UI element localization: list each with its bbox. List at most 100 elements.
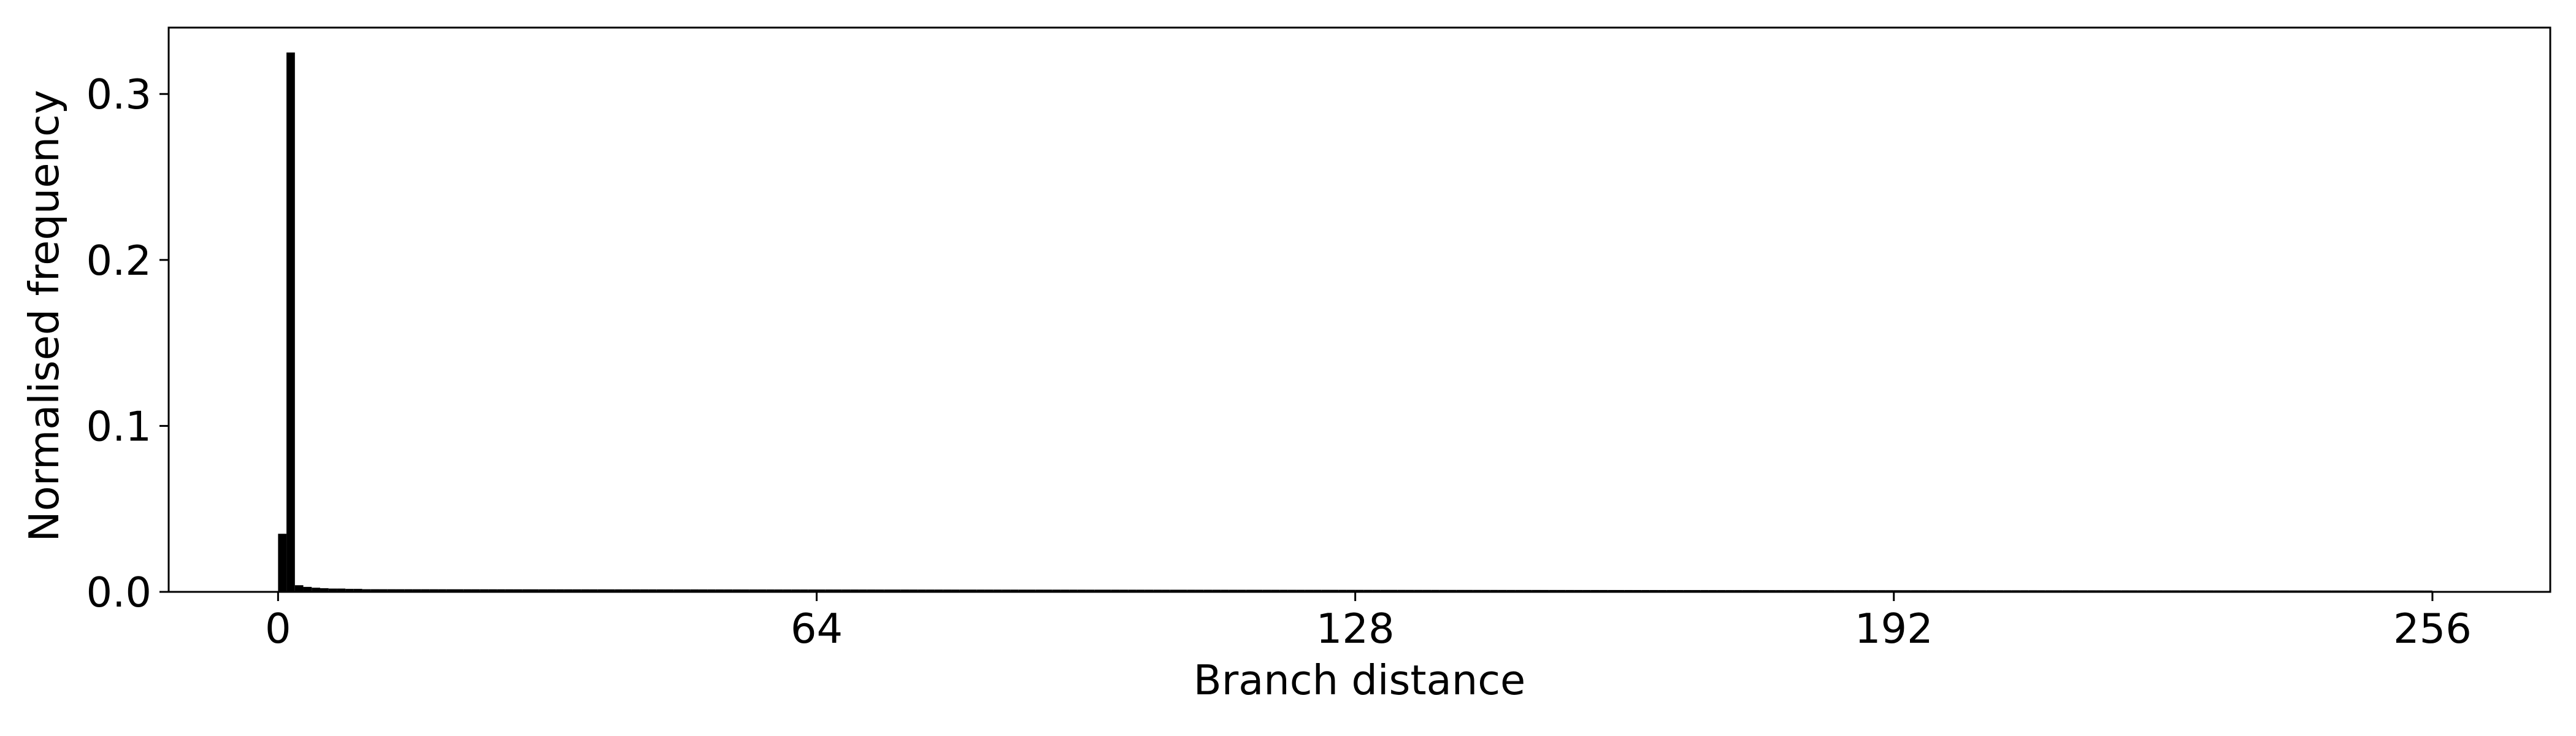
histogram-bar: [918, 589, 926, 592]
histogram-bar: [951, 589, 960, 592]
histogram-bar: [850, 589, 859, 592]
histogram-bar: [1380, 589, 1389, 592]
histogram-bar: [732, 589, 742, 592]
histogram-bar: [715, 589, 724, 592]
histogram-bar: [1111, 589, 1120, 592]
histogram-bar: [1431, 589, 1439, 592]
histogram-bar: [1178, 589, 1187, 592]
histogram-bar: [976, 589, 985, 592]
histogram-bar: [1389, 589, 1398, 592]
histogram-bar: [884, 589, 892, 592]
histogram-bar: [690, 589, 699, 592]
histogram-bar: [1355, 589, 1364, 592]
histogram-bar: [1229, 589, 1238, 592]
histogram-bar: [446, 589, 455, 592]
histogram-bar: [1515, 589, 1524, 592]
histogram-bar: [808, 589, 817, 592]
histogram-bar: [1103, 589, 1111, 592]
histogram-bar: [1254, 589, 1263, 592]
histogram-bar: [1557, 589, 1566, 592]
histogram-bar: [1203, 589, 1213, 592]
histogram-bar: [387, 589, 396, 592]
histogram-bar: [615, 589, 623, 592]
histogram-bar: [1456, 589, 1465, 592]
x-tick-label: 192: [1855, 605, 1933, 653]
histogram-bar: [1346, 589, 1355, 592]
histogram-bar: [1531, 589, 1541, 592]
histogram-bar: [1439, 589, 1448, 592]
histogram-bar: [1027, 589, 1036, 592]
histogram-bar: [597, 589, 607, 592]
histogram-bar: [1565, 589, 1574, 592]
histogram-bar: [909, 589, 918, 592]
histogram-bar: [875, 589, 884, 592]
histogram-bar: [1246, 589, 1254, 592]
histogram-bar: [1279, 589, 1288, 592]
histogram-bar: [1608, 589, 1616, 592]
histogram-bar: [294, 585, 304, 592]
histogram-bar: [505, 589, 514, 592]
histogram-bar: [547, 589, 556, 592]
histogram-bar: [337, 588, 346, 592]
y-tick-label: 0.1: [86, 402, 151, 450]
histogram-bar: [513, 589, 523, 592]
histogram-bar: [1582, 589, 1591, 592]
histogram-bar: [984, 589, 994, 592]
histogram-bar: [841, 589, 851, 592]
y-tick-label: 0.0: [86, 569, 151, 616]
histogram-bar: [699, 589, 708, 592]
histogram-bar: [1422, 589, 1432, 592]
histogram-bar: [454, 589, 464, 592]
histogram-bar: [648, 589, 657, 592]
histogram-bar: [379, 589, 388, 592]
histogram-bar: [328, 588, 337, 592]
histogram-bar: [1490, 589, 1498, 592]
histogram-bar: [1262, 589, 1271, 592]
histogram-bar: [1237, 589, 1246, 592]
histogram-bar: [1506, 589, 1516, 592]
histogram-bar: [783, 589, 792, 592]
histogram-bar: [993, 589, 1002, 592]
histogram-bar: [471, 589, 480, 592]
histogram-bar: [370, 589, 380, 592]
histogram-bar: [522, 589, 531, 592]
histogram-bar: [463, 589, 472, 592]
histogram-bar: [312, 588, 320, 592]
histogram-bar: [278, 534, 287, 592]
histogram-bar: [1069, 589, 1078, 592]
histogram-bar: [539, 589, 548, 592]
histogram-bar: [724, 589, 733, 592]
histogram-bar: [1136, 589, 1145, 592]
histogram-bar: [656, 589, 665, 592]
histogram-bar: [1524, 589, 1532, 592]
histogram-bar: [766, 589, 775, 592]
histogram-bar: [1094, 589, 1103, 592]
histogram-bar: [429, 589, 439, 592]
histogram-bar: [791, 589, 800, 592]
histogram-bar: [1144, 589, 1154, 592]
histogram-bar: [631, 589, 640, 592]
histogram-bar: [825, 589, 834, 592]
histogram-bar: [741, 589, 749, 592]
histogram-bar: [707, 589, 716, 592]
histogram-bar: [1187, 589, 1195, 592]
histogram-bar: [1043, 589, 1052, 592]
x-tick-label: 256: [2393, 605, 2472, 653]
histogram-bar: [1052, 589, 1061, 592]
histogram-bar: [1287, 589, 1297, 592]
histogram-bar: [926, 589, 935, 592]
histogram-bar: [1574, 589, 1583, 592]
histogram-bar: [1330, 589, 1339, 592]
histogram-bar: [1212, 589, 1221, 592]
y-axis-ticks: 0.0 0.1 0.2 0.3: [86, 71, 169, 616]
histogram-bar: [1018, 589, 1027, 592]
x-axis-title: Branch distance: [1194, 656, 1526, 704]
histogram-bar: [959, 589, 968, 592]
histogram-bar: [867, 589, 876, 592]
histogram-bar: [1153, 589, 1162, 592]
histogram-bar: [1305, 589, 1314, 592]
histogram-bar: [1296, 589, 1305, 592]
histogram-bar: [1372, 589, 1381, 592]
histogram-bar: [345, 589, 354, 592]
